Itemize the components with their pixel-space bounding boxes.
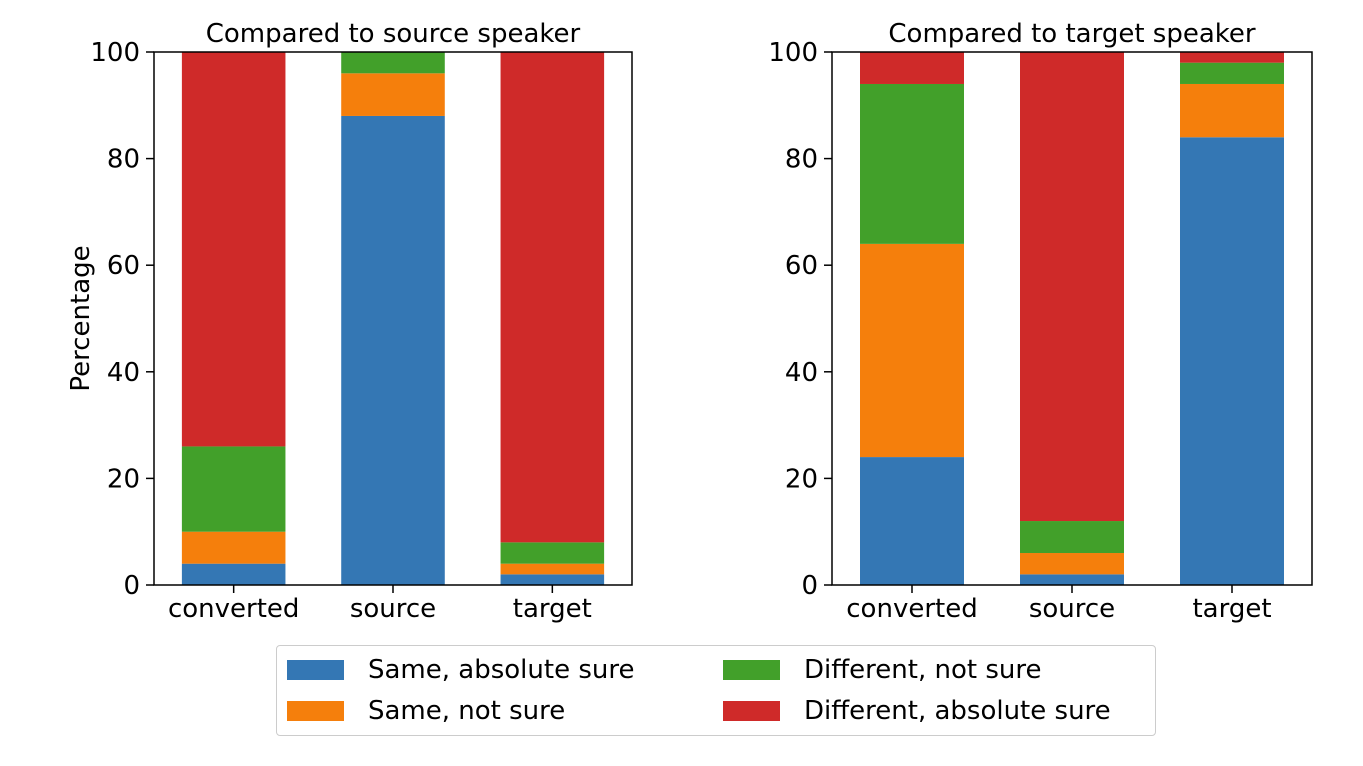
- x-tick-label: target: [1192, 594, 1271, 624]
- y-tick-label: 40: [107, 358, 140, 388]
- y-tick-label: 60: [785, 251, 818, 281]
- bar-segment: [1020, 52, 1124, 522]
- legend-swatch: [723, 701, 780, 721]
- bar-segment: [860, 243, 964, 458]
- y-tick-label: 80: [785, 145, 818, 175]
- legend: Same, absolute sure Same, not sure Diffe…: [276, 645, 1156, 736]
- x-tick-label: source: [350, 594, 436, 624]
- legend-swatch: [287, 701, 344, 721]
- bar-segment: [181, 531, 286, 564]
- bar-segment: [500, 52, 605, 543]
- chart-panel-2: converted source target 0 20 40 60 80 100 Compare…: [768, 19, 1313, 624]
- bar-segment: [1020, 521, 1124, 554]
- x-tick-label: converted: [168, 594, 299, 624]
- bar-segment: [181, 52, 286, 447]
- y-tick-label: 80: [107, 145, 140, 175]
- legend-item-same-not-sure: Same, not sure: [287, 695, 565, 727]
- bar-segment: [1180, 83, 1284, 138]
- chart-title: Compared to source speaker: [206, 19, 581, 49]
- x-tick-label: converted: [846, 594, 977, 624]
- y-tick-label: 100: [768, 38, 818, 68]
- legend-label: Different, not sure: [804, 655, 1042, 685]
- y-tick-label: 0: [123, 571, 140, 601]
- bar-segment: [860, 52, 964, 84]
- bar-segment: [341, 115, 445, 586]
- legend-item-different-absolute-sure: Different, absolute sure: [723, 695, 1111, 727]
- legend-swatch: [287, 660, 344, 680]
- legend-label: Same, absolute sure: [368, 655, 635, 685]
- bar-segment: [341, 52, 445, 74]
- bar-segment: [1180, 62, 1284, 84]
- y-tick-label: 100: [90, 38, 140, 68]
- bar-segment: [341, 73, 445, 116]
- plot-frame: [831, 51, 1313, 586]
- bar-segment: [1180, 137, 1284, 585]
- x-tick-label: target: [513, 594, 592, 624]
- bar-segment: [1020, 574, 1124, 585]
- bar-segment: [181, 563, 286, 585]
- x-tick-label: source: [1029, 594, 1115, 624]
- bar-segment: [500, 542, 605, 564]
- bar-segment: [500, 563, 605, 575]
- chart-panel-1: converted source target 0 20 40 60 80 100 Compare…: [66, 19, 633, 624]
- legend-label: Different, absolute sure: [804, 696, 1111, 726]
- y-tick-label: 40: [785, 358, 818, 388]
- bar-segment: [1180, 52, 1284, 63]
- plot-frame: [153, 51, 633, 586]
- bar-segment: [1020, 553, 1124, 575]
- y-tick-label: 0: [801, 571, 818, 601]
- bar-segment: [181, 446, 286, 532]
- legend-label: Same, not sure: [368, 696, 566, 726]
- legend-item-same-absolute-sure: Same, absolute sure: [287, 654, 634, 686]
- y-axis-label: Percentage: [66, 245, 96, 391]
- legend-item-different-not-sure: Different, not sure: [723, 654, 1041, 686]
- y-tick-label: 20: [785, 464, 818, 494]
- legend-swatch: [723, 660, 780, 680]
- y-tick-label: 60: [107, 251, 140, 281]
- bar-segment: [860, 457, 964, 585]
- bar-segment: [860, 83, 964, 244]
- y-tick-label: 20: [107, 464, 140, 494]
- bar-segment: [500, 574, 605, 585]
- chart-title: Compared to target speaker: [888, 19, 1255, 49]
